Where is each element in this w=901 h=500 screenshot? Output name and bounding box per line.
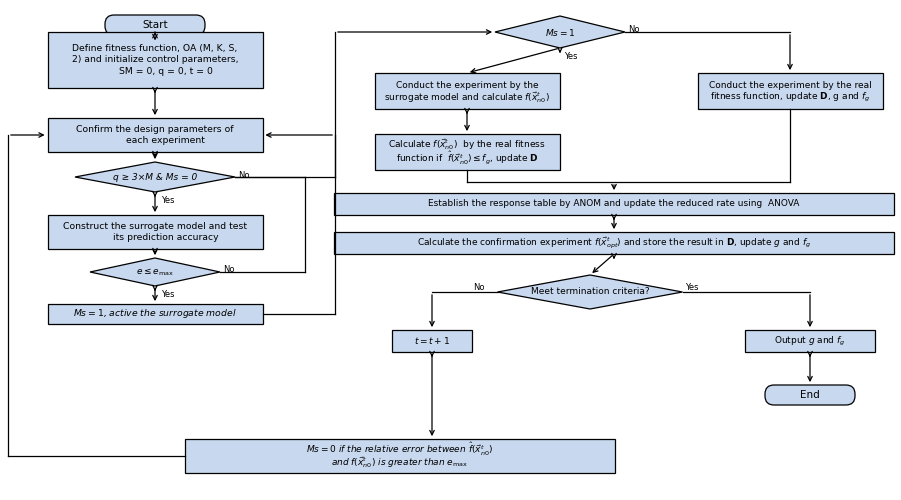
Text: $Ms = 1$: $Ms = 1$ xyxy=(545,26,575,38)
Text: No: No xyxy=(474,284,485,292)
Text: and $f(\vec{x}^t_{n0})$ is greater than $e_{\max}$: and $f(\vec{x}^t_{n0})$ is greater than … xyxy=(332,456,469,470)
Text: q ≥ 3×M & Ms = 0: q ≥ 3×M & Ms = 0 xyxy=(113,172,197,182)
Text: Output $g$ and $f_g$: Output $g$ and $f_g$ xyxy=(774,334,846,347)
Text: No: No xyxy=(238,170,250,179)
Text: Yes: Yes xyxy=(161,290,175,299)
FancyBboxPatch shape xyxy=(392,330,472,352)
Text: No: No xyxy=(223,266,234,274)
Polygon shape xyxy=(497,275,682,309)
Polygon shape xyxy=(495,16,625,48)
Text: Start: Start xyxy=(142,20,168,30)
FancyBboxPatch shape xyxy=(48,118,262,152)
FancyBboxPatch shape xyxy=(48,215,262,249)
Polygon shape xyxy=(90,258,220,286)
FancyBboxPatch shape xyxy=(375,134,560,170)
FancyBboxPatch shape xyxy=(334,193,894,215)
Text: $Ms = 0$ if the relative error between $\hat{f}(\vec{x}^t_{n0})$: $Ms = 0$ if the relative error between $… xyxy=(306,440,494,458)
Text: $Ms = 1$, active the surrogate model: $Ms = 1$, active the surrogate model xyxy=(73,308,237,320)
Text: Yes: Yes xyxy=(564,52,578,61)
FancyBboxPatch shape xyxy=(745,330,875,352)
Text: $e \leq e_{\max}$: $e \leq e_{\max}$ xyxy=(136,266,174,278)
FancyBboxPatch shape xyxy=(48,32,262,88)
FancyBboxPatch shape xyxy=(105,15,205,35)
Text: Establish the response table by ANOM and update the reduced rate using  ANOVA: Establish the response table by ANOM and… xyxy=(428,200,800,208)
Text: Calculate the confirmation experiment $f(\vec{x}^t_{opt})$ and store the result : Calculate the confirmation experiment $f… xyxy=(417,235,811,251)
Text: Construct the surrogate model and test
       its prediction accuracy: Construct the surrogate model and test i… xyxy=(63,222,247,242)
Text: No: No xyxy=(628,26,640,35)
Text: function if  $\hat{f}(\vec{x}^t_{n0}) \leq f_g$, update $\mathbf{D}$: function if $\hat{f}(\vec{x}^t_{n0}) \le… xyxy=(396,150,538,166)
FancyBboxPatch shape xyxy=(334,232,894,254)
Polygon shape xyxy=(75,162,235,192)
FancyBboxPatch shape xyxy=(765,385,855,405)
Text: Conduct the experiment by the: Conduct the experiment by the xyxy=(396,82,538,90)
Text: surrogate model and calculate $f(\vec{x}^t_{n0})$: surrogate model and calculate $f(\vec{x}… xyxy=(384,90,550,106)
Text: Conduct the experiment by the real: Conduct the experiment by the real xyxy=(708,80,871,90)
FancyBboxPatch shape xyxy=(697,73,882,109)
Text: Yes: Yes xyxy=(686,284,699,292)
Text: End: End xyxy=(800,390,820,400)
Text: $t = t+1$: $t = t+1$ xyxy=(414,336,450,346)
Text: Calculate $f(\vec{x}^t_{n0})$  by the real fitness: Calculate $f(\vec{x}^t_{n0})$ by the rea… xyxy=(388,138,546,152)
FancyBboxPatch shape xyxy=(185,439,615,473)
Text: Confirm the design parameters of
       each experiment: Confirm the design parameters of each ex… xyxy=(77,125,233,145)
Text: Define fitness function, OA (M, K, S,
2) and initialize control parameters,
    : Define fitness function, OA (M, K, S, 2)… xyxy=(72,44,238,76)
FancyBboxPatch shape xyxy=(48,304,262,324)
Text: Yes: Yes xyxy=(161,196,175,205)
Text: Meet termination criteria?: Meet termination criteria? xyxy=(531,288,650,296)
Text: fitness function, update $\mathbf{D}$, g and $f_g$: fitness function, update $\mathbf{D}$, g… xyxy=(710,90,870,104)
FancyBboxPatch shape xyxy=(375,73,560,109)
